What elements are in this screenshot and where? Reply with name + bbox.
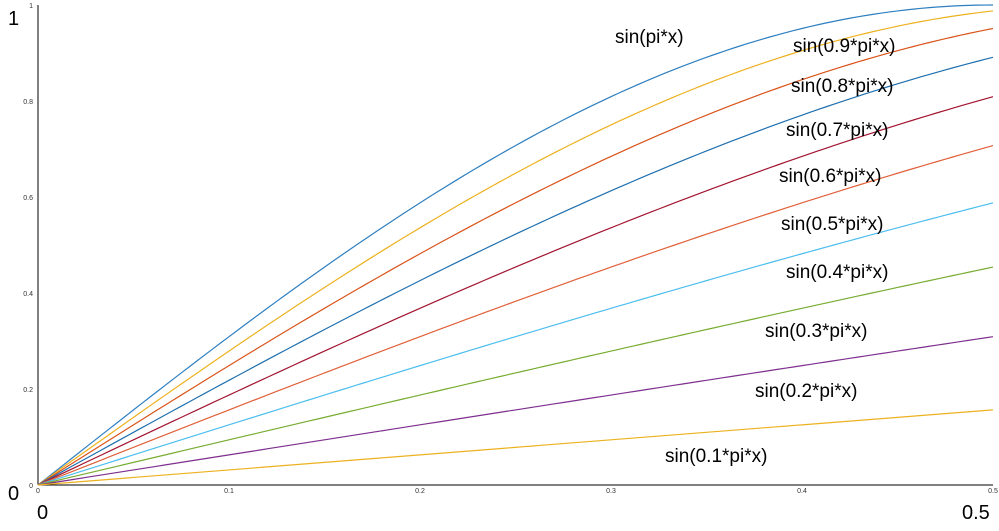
series-line-4 xyxy=(37,96,994,486)
series-label-0: sin(pi*x) xyxy=(615,27,684,48)
x-tick-label: 0.5 xyxy=(988,488,998,495)
series-line-7 xyxy=(37,266,994,486)
series-labels: sin(pi*x) sin(0.9*pi*x) sin(0.8*pi*x) sin(0… xyxy=(615,27,895,467)
series-label-1: sin(0.9*pi*x) xyxy=(793,36,895,57)
series-line-8 xyxy=(37,336,994,486)
y-tick-label: 0.2 xyxy=(23,387,33,394)
y-tick-label: 0 xyxy=(29,483,33,490)
series-curves xyxy=(37,4,994,486)
x-tick-label: 0.2 xyxy=(415,488,425,495)
series-label-2: sin(0.8*pi*x) xyxy=(791,76,893,97)
series-label-8: sin(0.2*pi*x) xyxy=(755,381,857,402)
x-tick-label: 0.1 xyxy=(224,488,234,495)
x-tick-label: 0.4 xyxy=(797,488,807,495)
series-line-3 xyxy=(37,56,994,486)
series-label-4: sin(0.6*pi*x) xyxy=(779,166,881,187)
y-tick-label: 0.8 xyxy=(23,99,33,106)
x-tick-label: 0 xyxy=(36,488,40,495)
series-line-2 xyxy=(37,27,994,486)
series-label-7: sin(0.3*pi*x) xyxy=(765,321,867,342)
y-tick-label: 1 xyxy=(29,3,33,10)
series-label-3: sin(0.7*pi*x) xyxy=(786,120,888,141)
y-tick-label: 0.6 xyxy=(23,195,33,202)
series-label-9: sin(0.1*pi*x) xyxy=(665,446,767,467)
series-line-6 xyxy=(37,202,994,486)
series-line-0 xyxy=(37,4,994,486)
x-tick-label: 0.3 xyxy=(606,488,616,495)
series-line-1 xyxy=(37,10,994,486)
series-label-5: sin(0.5*pi*x) xyxy=(781,214,883,235)
series-line-9 xyxy=(37,409,994,486)
series-line-5 xyxy=(37,145,994,486)
series-label-6: sin(0.4*pi*x) xyxy=(786,262,888,283)
y-tick-label: 0.4 xyxy=(23,291,33,298)
y-big-label-max: 1 xyxy=(8,8,19,30)
x-big-label-min: 0 xyxy=(37,502,48,524)
x-big-label-max: 0.5 xyxy=(962,502,990,524)
y-big-label-min: 0 xyxy=(8,483,19,505)
